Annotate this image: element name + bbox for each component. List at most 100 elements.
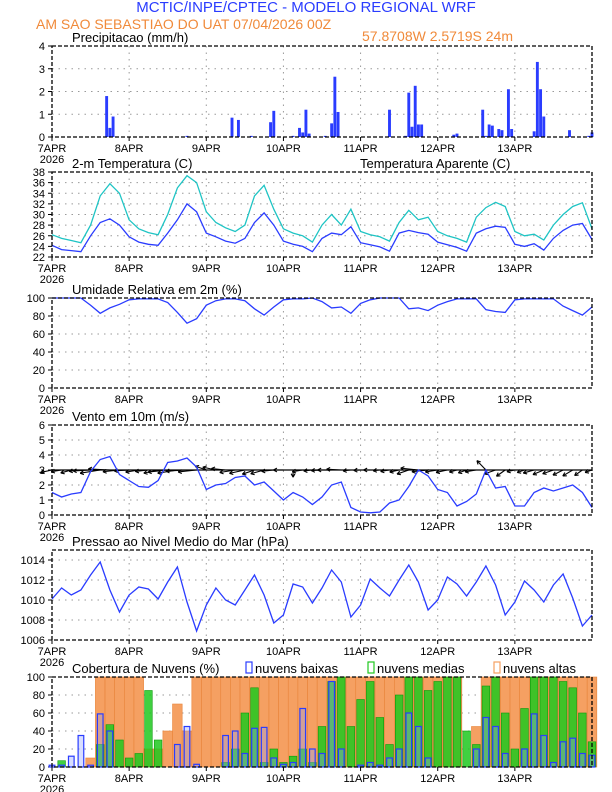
y-tick-label: 1 xyxy=(39,495,45,507)
plot-frame xyxy=(51,45,593,138)
y-tick-label: 2 xyxy=(39,87,45,99)
precip-bar xyxy=(307,133,311,137)
panel-rh: 0 20 40 60 80 100 7APR 8APR 9APR 10APR 11APR 12APR 1… xyxy=(27,282,593,417)
x-tick-label: 9APR xyxy=(192,521,221,533)
wind-vector-head xyxy=(542,470,547,475)
y-tick-label: 40 xyxy=(33,347,45,359)
x-tick-label: 8APR xyxy=(115,521,144,533)
x-tick-label: 10APR xyxy=(266,646,301,658)
wind-vector-arrow xyxy=(135,469,149,472)
panel-pressure: 1006 1008 1010 1012 1014 7APR 8APR 9APR 10APR 11A… xyxy=(21,534,593,669)
wind-vector-head xyxy=(165,468,170,474)
cloud-bar-low xyxy=(251,727,258,768)
wind-vector-head xyxy=(102,469,107,474)
wind-vector-arrow xyxy=(476,460,487,471)
cloud-bar-low xyxy=(222,734,229,768)
wind-vector-arrow xyxy=(326,468,342,471)
y-tick-label: 20 xyxy=(33,744,45,756)
cloud-bar-mid xyxy=(375,717,384,768)
cloud-bar-low xyxy=(260,726,268,768)
cloud-bar-mid xyxy=(462,730,471,768)
y-tick-label: 1008 xyxy=(21,615,45,627)
cloud-bar-low xyxy=(106,730,114,768)
series-line-blue xyxy=(51,560,593,633)
precip-bar xyxy=(510,129,514,137)
panel-clouds: 0 20 40 60 80 100 7APR 8APR 9APR 10APR 11APR 12APR 1… xyxy=(27,661,598,792)
wind-vector-arrow xyxy=(73,469,91,472)
precip-bar xyxy=(497,129,501,137)
wind-vector-arrow xyxy=(425,469,438,473)
cloud-bar-mid xyxy=(433,681,442,768)
x-tick-label: 9APR xyxy=(192,143,221,155)
cloud-bar-low xyxy=(405,712,413,768)
wind-vector-arrow xyxy=(396,469,409,475)
x-tick-label: 13APR xyxy=(497,263,532,275)
precip-bar xyxy=(236,119,240,137)
x-tick-label: 11APR xyxy=(344,646,378,658)
wind-vector-arrow xyxy=(40,469,53,473)
cloud-bar-low xyxy=(482,716,490,768)
cloud-bar-low xyxy=(183,725,191,768)
x-tick-label: 8APR xyxy=(115,773,144,785)
precip-bar xyxy=(506,89,510,137)
wind-vector-arrow xyxy=(389,469,400,473)
cloud-bar-low xyxy=(386,757,393,768)
plot-frame xyxy=(51,297,593,389)
x-tick-label: 13APR xyxy=(497,773,532,785)
wind-vector-head xyxy=(143,470,148,475)
y-tick-label: 0 xyxy=(39,383,45,395)
wind-vector-arrow xyxy=(113,469,130,472)
x-tick-label: 8APR xyxy=(115,394,144,406)
plot-frame xyxy=(51,171,593,258)
y-tick-label: 0 xyxy=(39,132,45,144)
y-tick-label: 1010 xyxy=(21,595,45,607)
wind-vector-arrow xyxy=(574,469,583,476)
cloud-bar-low xyxy=(569,737,577,768)
precip-bar xyxy=(304,109,308,137)
wind-vector-arrow xyxy=(517,469,525,474)
wind-vector-arrow xyxy=(506,469,515,473)
cloud-bar-mid xyxy=(153,739,163,768)
wind-vector-head xyxy=(147,469,152,475)
cloud-bar-low xyxy=(289,761,297,768)
cloud-bar-high xyxy=(278,676,289,768)
wind-vector-head xyxy=(273,467,278,473)
precip-bar xyxy=(249,135,253,137)
header-title: MCTIC/INPE/CPTEC - MODELO REGIONAL WRF xyxy=(136,0,475,16)
wind-vector-head xyxy=(303,468,308,473)
precip-bar xyxy=(298,127,301,137)
wind-vector-head xyxy=(219,469,224,475)
x-tick-label: 9APR xyxy=(192,646,221,658)
cloud-bar-low xyxy=(77,734,85,768)
wind-vector-head xyxy=(229,470,234,476)
cloud-bar-low xyxy=(550,761,557,768)
y-tick-label: 26 xyxy=(33,231,45,243)
header-location: AM SAO SEBASTIAO DO UAT 07/04/2026 00Z xyxy=(36,16,332,32)
wind-vector-arrow xyxy=(178,469,197,473)
y-tick-label: 1014 xyxy=(21,555,45,567)
legend-label-apparent: Temperatura Aparente (C) xyxy=(360,156,510,171)
cloud-bar-mid xyxy=(366,681,375,768)
cloud-bar-mid xyxy=(134,753,143,768)
wind-vector-head xyxy=(342,468,347,473)
wind-vector-head xyxy=(574,471,579,477)
x-tick-label: 9APR xyxy=(192,263,221,275)
wind-vector-head xyxy=(291,468,297,474)
cloud-bar-low xyxy=(521,748,528,768)
x-tick-label: 11APR xyxy=(344,143,378,155)
y-tick-label: 4 xyxy=(39,450,45,462)
x-tick-label: 12APR xyxy=(420,263,455,275)
wind-vector-head xyxy=(261,468,266,474)
y-tick-label: 24 xyxy=(33,241,45,253)
cloud-bar-low xyxy=(96,713,104,768)
precip-bar xyxy=(301,132,305,137)
y-tick-label: 60 xyxy=(33,708,45,720)
cloud-bar-low xyxy=(231,730,239,768)
cloud-bar-mid xyxy=(452,676,462,768)
cloud-bar-mid xyxy=(356,699,365,768)
cloud-bar-mid xyxy=(443,676,452,768)
series-line-blue xyxy=(51,202,593,253)
precip-bar xyxy=(481,109,485,137)
y-tick-label: 2 xyxy=(39,480,45,492)
wind-vector-head xyxy=(411,468,416,474)
